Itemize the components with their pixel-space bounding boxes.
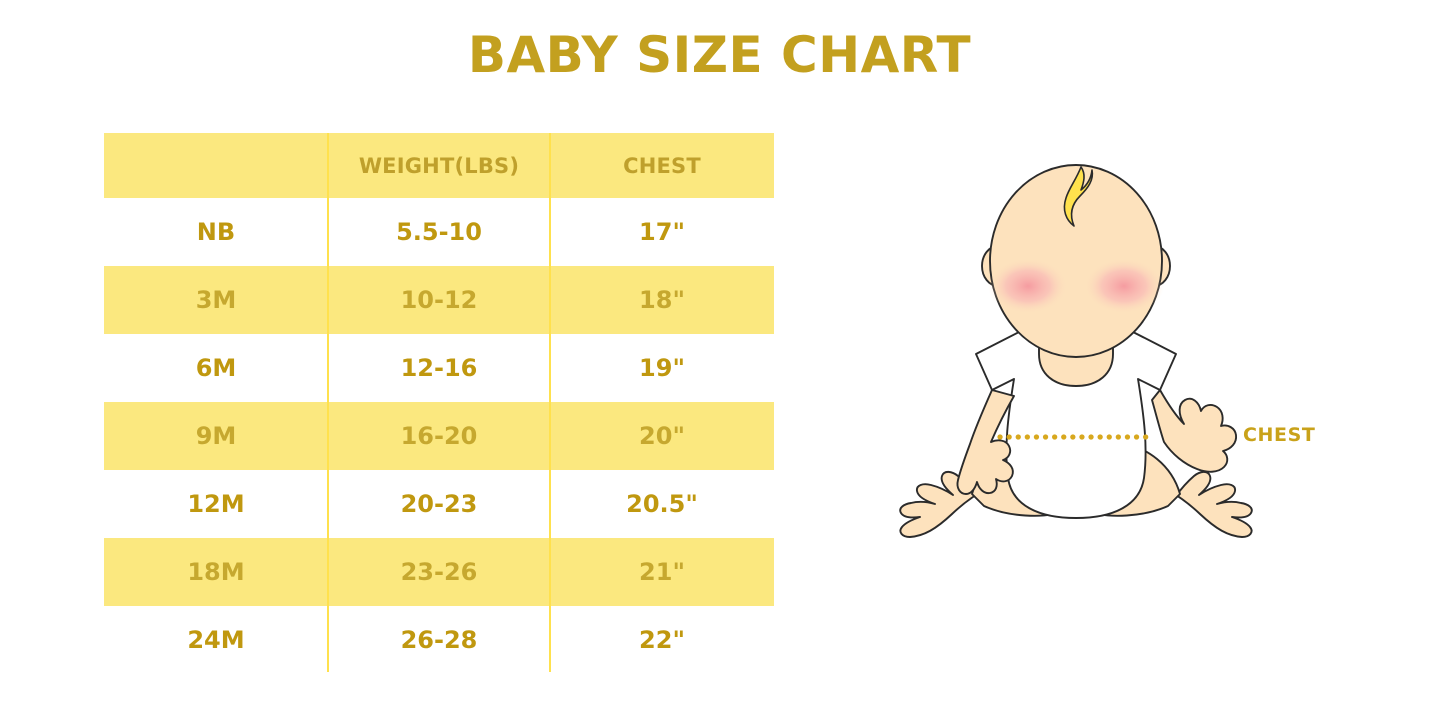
baby-left-leg [899, 468, 1027, 538]
size-cell: 12M [187, 490, 245, 518]
column-header-size [104, 133, 328, 198]
table-header: WEIGHT(LBS) CHEST [104, 133, 774, 198]
weight-cell: 5.5-10 [396, 218, 482, 246]
baby-left-cheek [988, 258, 1068, 314]
baby-right-arm [1151, 389, 1238, 473]
page-title-text: BABY SIZE CHART [467, 26, 972, 84]
baby-right-cheek [1084, 258, 1164, 314]
weight-cell: 10-12 [400, 286, 478, 314]
table-body: NB 5.5-10 17" 3M 10-12 18" 6M 12-16 19" 9M 16-20 20… [104, 198, 774, 674]
column-header-chest: CHEST [623, 153, 701, 178]
chest-label: CHEST [1243, 424, 1316, 446]
baby-size-table: WEIGHT(LBS) CHEST NB 5.5-10 17" 3M 10-12 18" 6… [104, 133, 774, 674]
size-cell: 3M [195, 286, 237, 314]
page-title: BABY SIZE CHART [0, 26, 1445, 84]
chest-cell: 20.5" [626, 490, 698, 518]
size-cell: NB [196, 218, 236, 246]
column-header-weight: WEIGHT(LBS) [358, 153, 520, 178]
table-row: 3M 10-12 18" [104, 266, 774, 334]
weight-cell: 20-23 [400, 490, 478, 518]
table-row: 6M 12-16 19" [104, 334, 774, 402]
chest-cell: 19" [639, 354, 685, 382]
baby-right-leg [1125, 468, 1253, 538]
size-cell: 6M [195, 354, 237, 382]
chest-cell: 18" [639, 286, 685, 314]
chest-cell: 21" [639, 558, 685, 586]
baby-hair-curl [1063, 166, 1094, 227]
column-divider-2 [549, 133, 551, 672]
table-row: 9M 16-20 20" [104, 402, 774, 470]
table-header-row: WEIGHT(LBS) CHEST [104, 133, 774, 198]
table-row: 24M 26-28 22" [104, 606, 774, 674]
table-row: 12M 20-23 20.5" [104, 470, 774, 538]
column-divider-1 [327, 133, 329, 672]
baby-left-arm [956, 389, 1015, 495]
chest-cell: 22" [639, 626, 685, 654]
size-cell: 18M [187, 558, 245, 586]
baby-illustration [899, 164, 1253, 538]
weight-cell: 26-28 [400, 626, 478, 654]
chest-cell: 20" [639, 422, 685, 450]
weight-cell: 12-16 [400, 354, 478, 382]
weight-cell: 16-20 [400, 422, 478, 450]
size-cell: 9M [195, 422, 237, 450]
size-cell: 24M [187, 626, 245, 654]
chest-cell: 17" [639, 218, 685, 246]
table-row: NB 5.5-10 17" [104, 198, 774, 266]
weight-cell: 23-26 [400, 558, 478, 586]
table-row: 18M 23-26 21" [104, 538, 774, 606]
